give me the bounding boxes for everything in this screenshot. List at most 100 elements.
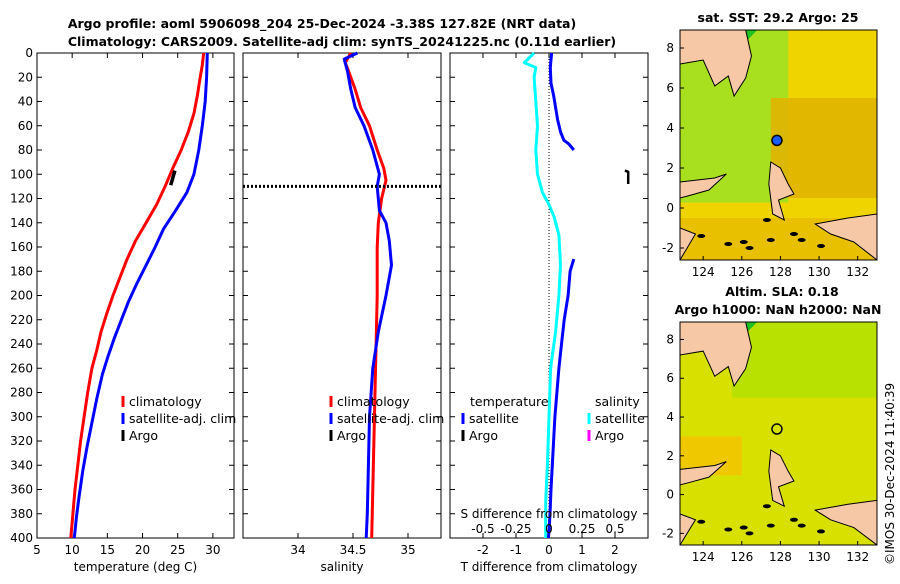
map-y-tick-label: 0 [666, 201, 674, 215]
map-x-tick-label: 128 [769, 550, 792, 564]
map-x-tick-label: 132 [846, 550, 869, 564]
small-island [766, 238, 775, 242]
legend-salinity-header: salinity [595, 394, 640, 409]
y-tick-label: 160 [10, 240, 33, 254]
title-line1: Argo profile: aoml 5906098_204 25-Dec-20… [68, 16, 576, 32]
map-x-tick-label: 128 [769, 265, 792, 279]
difference-panel: -2 -1 0 1 2 T difference from climatology temp… [449, 51, 649, 574]
x-axis-label: salinity [320, 560, 363, 574]
salinity-diff-line [548, 52, 575, 151]
y-tick-label: 80 [18, 143, 33, 157]
map-layer [680, 30, 877, 260]
top-axis-tick-label: 0.5 [605, 522, 624, 536]
land-halmahera [768, 161, 795, 221]
small-island [816, 244, 825, 248]
legend-argo-label: Argo [337, 428, 366, 443]
map-x-tick-label: 130 [808, 265, 831, 279]
small-island [745, 531, 754, 536]
legend-temperature-header: temperature [470, 394, 549, 409]
x-tick-label: 1 [578, 543, 586, 557]
land-sulawesi-north [680, 173, 727, 199]
map-frame [679, 321, 878, 546]
x-tick-label: 30 [205, 543, 220, 557]
salinity-panel: 34 34.5 35 salinity climatology satellite-adj… [242, 51, 444, 574]
y-tick-label: 180 [10, 264, 33, 278]
x-tick-label: 10 [65, 543, 80, 557]
climatology-line [343, 52, 388, 539]
legend-t-satellite-label: satellite [469, 411, 519, 426]
legend-climatology-label: climatology [129, 394, 202, 409]
small-island [745, 246, 754, 250]
top-axis-tick-label: -0.25 [500, 522, 531, 536]
x-tick-label: 34 [290, 543, 305, 557]
y-tick-label: 220 [10, 313, 33, 327]
small-island [697, 234, 706, 238]
map-x-tick-label: 126 [730, 550, 753, 564]
map-y-tick-label: -2 [662, 241, 674, 255]
y-tick-label: 380 [10, 507, 33, 521]
map-y-tick-label: 4 [666, 121, 674, 135]
small-island [789, 232, 798, 236]
small-island [766, 523, 775, 528]
top-axis-label: S difference from climatology [461, 507, 638, 521]
land-papua [813, 213, 877, 260]
x-tick-label: 20 [135, 543, 150, 557]
land-papua [813, 499, 877, 545]
map-x-tick-label: 126 [730, 265, 753, 279]
map-y-tick-label: 0 [666, 488, 674, 502]
y-tick-label: 60 [18, 119, 33, 133]
small-island [724, 527, 733, 532]
land-sulawesi-east [680, 227, 697, 260]
title-line2: Climatology: CARS2009. Satellite-adj cli… [68, 34, 616, 50]
small-island [762, 218, 771, 222]
map-y-tick-label: 8 [666, 332, 674, 346]
land-sulawesi-east [680, 513, 697, 545]
small-island [762, 504, 771, 509]
x-axis-label: T difference from climatology [460, 560, 638, 574]
small-island [724, 242, 733, 246]
map-y-tick-label: 2 [666, 449, 674, 463]
salinity-diff-line-deep [546, 258, 576, 539]
small-island [739, 240, 748, 244]
top-axis-tick-label: 0 [545, 522, 553, 536]
legend-s-argo-label: Argo [595, 428, 624, 443]
argo-diff-line [624, 169, 630, 184]
plot-area [36, 52, 235, 539]
top-axis-tick-label: 0.25 [569, 522, 596, 536]
y-tick-label: 200 [10, 289, 33, 303]
y-tick-label: 360 [10, 483, 33, 497]
map-x-tick-label: 124 [692, 265, 715, 279]
sst-map-panel: 124 126 128 130 132 -2 0 2 4 6 8 [662, 29, 878, 279]
sla-low-zone [732, 322, 877, 398]
legend-argo-label: Argo [129, 428, 158, 443]
map-y-tick-label: 6 [666, 81, 674, 95]
x-tick-label: 2 [611, 543, 619, 557]
y-tick-label: 140 [10, 216, 33, 230]
y-tick-label: 260 [10, 361, 33, 375]
map-frame [679, 29, 878, 261]
y-tick-label: 320 [10, 434, 33, 448]
argo-position-marker [771, 134, 783, 147]
map-x-tick-label: 130 [808, 550, 831, 564]
land-halmahera [768, 449, 795, 508]
map-y-tick-label: 2 [666, 161, 674, 175]
y-tick-label: 300 [10, 410, 33, 424]
map-y-tick-label: -2 [662, 526, 674, 540]
sla-map-title-2: Argo h1000: NaN h2000: NaN [675, 302, 882, 317]
x-tick-label: -1 [510, 543, 522, 557]
small-island [739, 525, 748, 530]
argo-position-marker [771, 423, 783, 435]
map-y-tick-label: 6 [666, 371, 674, 385]
map-x-tick-label: 132 [846, 265, 869, 279]
legend-s-satellite-label: satellite [595, 411, 645, 426]
legend-t-argo-label: Argo [469, 428, 498, 443]
x-tick-label: 25 [170, 543, 185, 557]
argo-line [169, 170, 177, 186]
y-tick-label: 120 [10, 192, 33, 206]
small-island [797, 238, 806, 242]
y-tick-label: 280 [10, 386, 33, 400]
x-tick-label: 35 [400, 543, 415, 557]
land-mindanao [680, 30, 752, 98]
legend-satellite-label: satellite-adj. clim [129, 411, 236, 426]
x-tick-label: 0 [545, 543, 553, 557]
